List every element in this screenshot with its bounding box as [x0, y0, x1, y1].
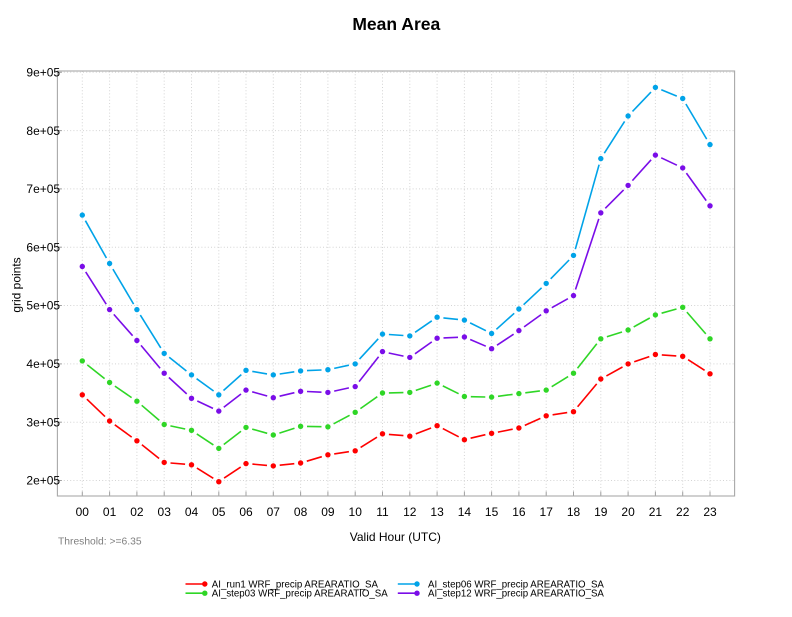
svg-text:8e+05: 8e+05 [26, 124, 60, 138]
svg-text:04: 04 [185, 505, 199, 519]
svg-text:7e+05: 7e+05 [26, 182, 60, 196]
svg-text:AI_step03 WRF_precip AREARATIO: AI_step03 WRF_precip AREARATIO_SA [212, 589, 388, 600]
svg-text:08: 08 [294, 505, 308, 519]
svg-text:Threshold: >=6.35: Threshold: >=6.35 [58, 537, 142, 548]
svg-text:Valid Hour (UTC): Valid Hour (UTC) [350, 530, 441, 544]
svg-text:18: 18 [567, 505, 581, 519]
svg-text:3e+05: 3e+05 [26, 415, 60, 429]
svg-text:02: 02 [130, 505, 144, 519]
svg-text:AI_step12 WRF_precip AREARATIO: AI_step12 WRF_precip AREARATIO_SA [428, 589, 604, 600]
svg-text:05: 05 [212, 505, 226, 519]
svg-text:16: 16 [512, 505, 526, 519]
svg-text:19: 19 [594, 505, 608, 519]
svg-text:20: 20 [621, 505, 635, 519]
svg-text:17: 17 [540, 505, 554, 519]
svg-text:21: 21 [649, 505, 663, 519]
svg-text:2e+05: 2e+05 [26, 474, 60, 488]
svg-text:22: 22 [676, 505, 690, 519]
svg-text:6e+05: 6e+05 [26, 240, 60, 254]
svg-text:23: 23 [703, 505, 717, 519]
svg-text:06: 06 [239, 505, 253, 519]
svg-text:12: 12 [403, 505, 417, 519]
svg-text:09: 09 [321, 505, 335, 519]
svg-text:13: 13 [430, 505, 444, 519]
svg-text:15: 15 [485, 505, 499, 519]
svg-text:4e+05: 4e+05 [26, 357, 60, 371]
svg-text:03: 03 [158, 505, 172, 519]
svg-text:07: 07 [267, 505, 281, 519]
svg-text:grid points: grid points [10, 257, 24, 312]
svg-text:Mean Area: Mean Area [352, 14, 440, 34]
svg-text:01: 01 [103, 505, 117, 519]
svg-text:14: 14 [458, 505, 472, 519]
svg-text:9e+05: 9e+05 [26, 66, 60, 80]
svg-text:00: 00 [76, 505, 90, 519]
svg-text:10: 10 [349, 505, 363, 519]
svg-text:5e+05: 5e+05 [26, 299, 60, 313]
svg-text:11: 11 [376, 505, 389, 519]
